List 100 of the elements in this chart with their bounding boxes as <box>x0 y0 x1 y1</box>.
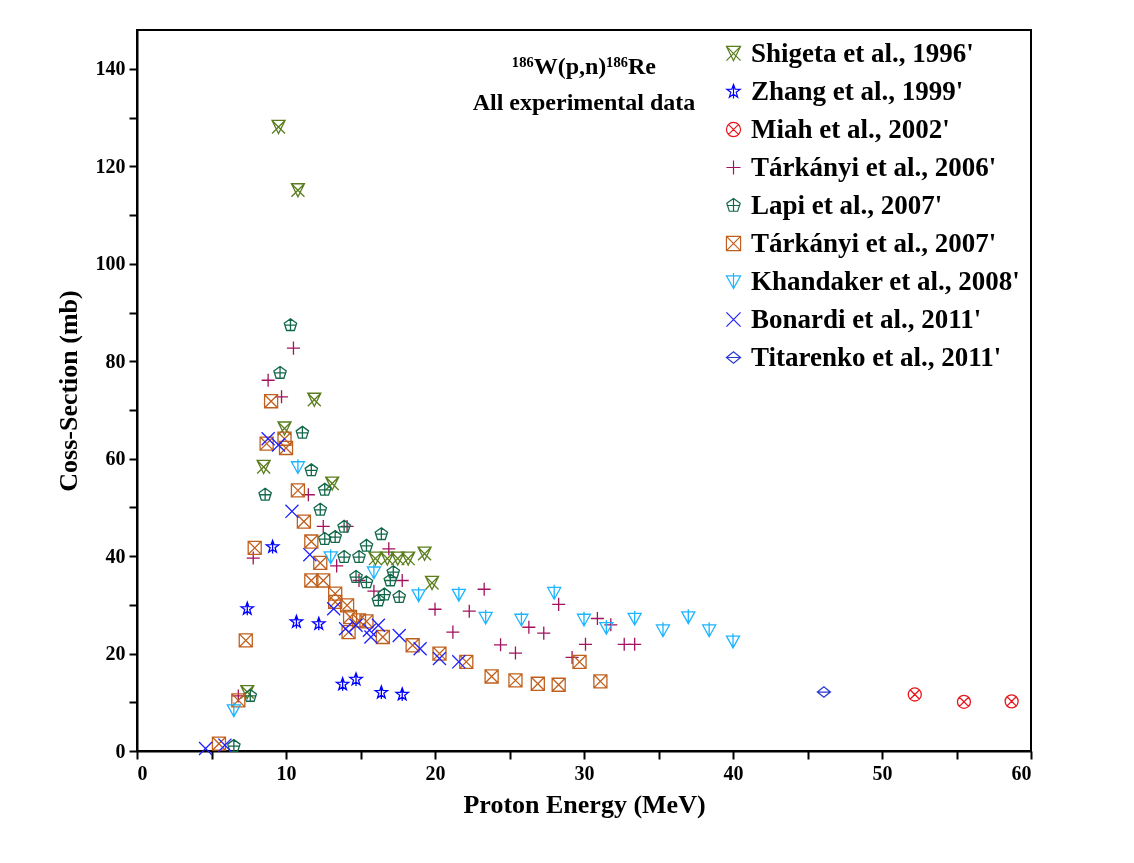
x-tick-label: 10 <box>276 761 297 784</box>
point <box>383 573 398 587</box>
point <box>390 551 405 566</box>
text: All experimental data <box>472 89 696 115</box>
point <box>411 586 426 603</box>
point <box>316 519 331 534</box>
y-tick-label: 80 <box>105 349 126 372</box>
point <box>627 637 642 652</box>
point <box>725 632 741 649</box>
point <box>564 650 580 665</box>
point <box>1004 694 1019 709</box>
point <box>265 539 280 555</box>
point <box>655 621 671 638</box>
point <box>445 624 461 640</box>
point <box>392 628 407 643</box>
y-tick-label: 120 <box>95 154 126 177</box>
point <box>359 575 374 589</box>
point <box>395 573 410 588</box>
point <box>283 318 298 332</box>
point <box>231 693 246 708</box>
legend-label: Tárkányi et al., 2007' <box>751 227 997 258</box>
y-tick-label: 100 <box>95 252 126 275</box>
point <box>627 610 642 626</box>
point <box>243 688 258 702</box>
point <box>286 340 301 356</box>
point <box>493 637 508 652</box>
y-tick-label: 140 <box>95 57 126 80</box>
point <box>211 736 227 751</box>
point <box>590 611 605 626</box>
point <box>240 684 255 700</box>
y-tick-label: 60 <box>105 447 126 470</box>
point <box>317 482 332 496</box>
point <box>459 654 474 670</box>
point <box>337 549 351 564</box>
point <box>578 637 593 652</box>
y-tick-label: 0 <box>115 739 126 762</box>
point <box>277 431 292 446</box>
point <box>259 436 274 451</box>
point <box>263 394 279 409</box>
y-tick-label: 40 <box>105 544 126 567</box>
point <box>328 594 343 610</box>
legend-label: Zhang et al., 1999' <box>751 75 964 106</box>
legend-label: Bonardi et al., 2011' <box>751 303 982 334</box>
point <box>380 551 395 566</box>
point <box>313 555 328 571</box>
point <box>572 654 587 670</box>
x-tick-label: 20 <box>425 761 446 784</box>
point <box>599 619 614 635</box>
point <box>260 431 276 446</box>
point <box>284 504 300 519</box>
point <box>603 617 618 632</box>
point <box>328 586 343 601</box>
point <box>217 737 233 753</box>
point <box>226 701 242 718</box>
point <box>401 551 416 566</box>
point <box>593 674 608 689</box>
point <box>301 487 316 502</box>
point <box>295 425 310 439</box>
point <box>514 610 529 627</box>
point <box>371 618 386 633</box>
point <box>462 604 477 619</box>
point <box>338 621 353 636</box>
point <box>329 558 344 574</box>
point <box>417 546 432 561</box>
point <box>296 514 312 529</box>
x-tick-label: 0 <box>137 761 148 784</box>
point <box>359 538 374 552</box>
point <box>395 687 410 702</box>
point <box>377 587 392 601</box>
point <box>362 623 377 638</box>
point <box>278 440 294 456</box>
point <box>405 638 420 653</box>
point <box>273 365 287 379</box>
legend-label: Miah et al., 2002' <box>751 113 950 144</box>
point <box>260 373 276 388</box>
point <box>521 620 537 635</box>
point <box>351 573 367 588</box>
point <box>547 584 562 600</box>
point <box>302 547 318 562</box>
point <box>368 551 383 566</box>
point <box>681 608 696 625</box>
point <box>451 586 467 602</box>
point <box>289 614 304 630</box>
point <box>374 527 389 541</box>
point <box>290 183 306 198</box>
point <box>508 673 523 688</box>
point <box>371 593 386 607</box>
point <box>256 459 271 475</box>
point <box>508 645 523 661</box>
point <box>325 476 340 491</box>
x-tick-label: 30 <box>574 761 595 784</box>
point <box>816 686 832 698</box>
point <box>349 569 363 584</box>
point <box>317 531 332 546</box>
point <box>363 629 379 645</box>
point <box>907 687 922 702</box>
point <box>375 629 391 645</box>
point <box>304 573 319 588</box>
point <box>351 613 367 628</box>
legend-label: Titarenko et al., 2011' <box>751 341 1002 372</box>
